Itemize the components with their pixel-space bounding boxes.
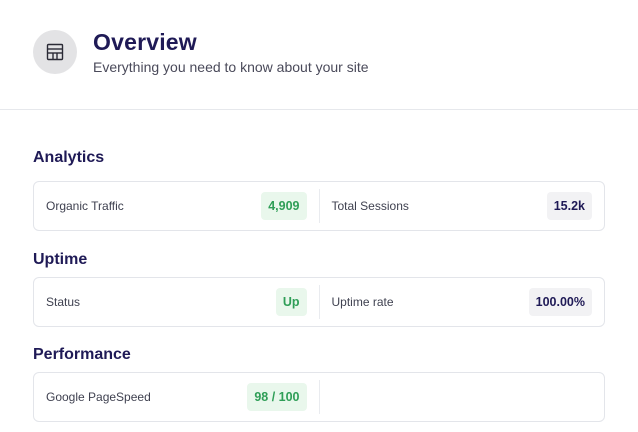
metric-google-pagespeed: Google PageSpeed 98 / 100: [34, 380, 320, 414]
performance-section: Performance Google PageSpeed 98 / 100: [33, 344, 605, 422]
metric-value: 4,909: [261, 192, 307, 220]
section-title-analytics: Analytics: [33, 149, 105, 166]
performance-card: Google PageSpeed 98 / 100: [33, 372, 605, 422]
metric-status: Status Up: [34, 285, 320, 319]
page-header: Overview Everything you need to know abo…: [0, 0, 638, 110]
metric-value: Up: [275, 288, 307, 316]
uptime-section: Uptime Status Up Uptime rate 100.00%: [33, 249, 605, 327]
metric-value: 100.00%: [528, 288, 592, 316]
metric-total-sessions: Total Sessions 15.2k: [320, 182, 605, 230]
metric-label: Uptime rate: [331, 295, 394, 309]
empty-metric-slot: [320, 373, 605, 421]
analytics-section: Analytics Organic Traffic 4,909 Total Se…: [33, 147, 605, 231]
metric-value: 98 / 100: [247, 383, 307, 411]
section-title-uptime: Uptime: [33, 251, 88, 268]
section-title-performance: Performance: [33, 346, 131, 363]
page-subtitle: Everything you need to know about your s…: [93, 59, 369, 75]
metric-value: 15.2k: [546, 192, 592, 220]
metric-label: Organic Traffic: [46, 199, 124, 213]
metric-label: Status: [46, 295, 81, 309]
metric-organic-traffic: Organic Traffic 4,909: [34, 189, 320, 223]
analytics-card: Organic Traffic 4,909 Total Sessions 15.…: [33, 181, 605, 231]
dashboard-icon: [33, 30, 77, 74]
metric-uptime-rate: Uptime rate 100.00%: [320, 278, 605, 326]
page-title: Overview: [93, 29, 197, 55]
uptime-card: Status Up Uptime rate 100.00%: [33, 277, 605, 327]
metric-label: Google PageSpeed: [46, 390, 151, 404]
metric-label: Total Sessions: [331, 199, 409, 213]
